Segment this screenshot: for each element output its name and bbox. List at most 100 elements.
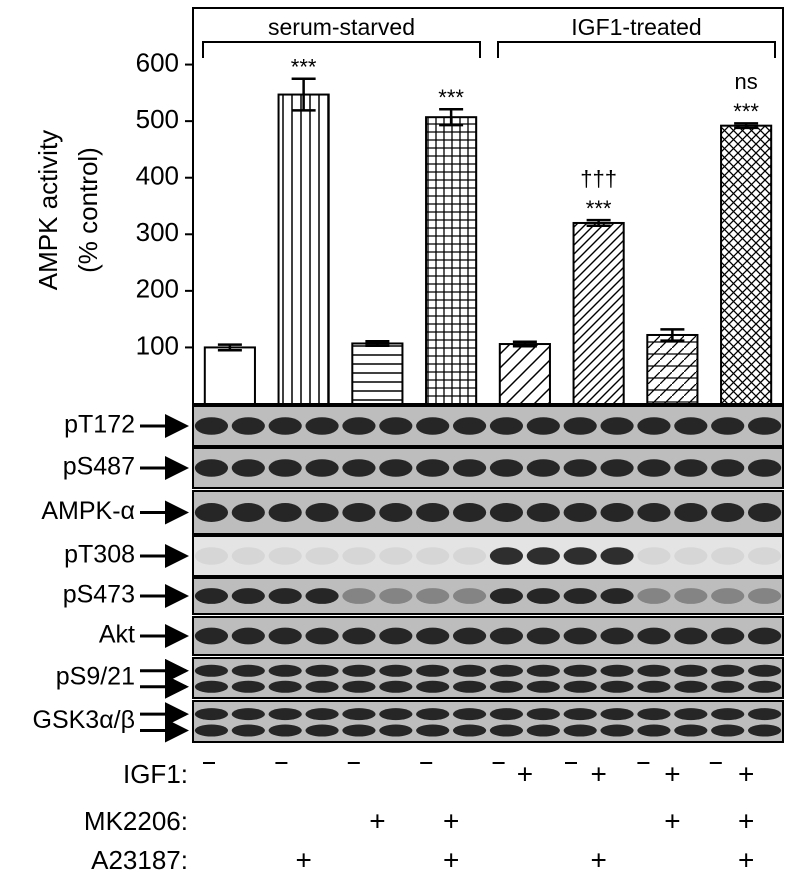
y-axis-label: AMPK activity [33, 130, 63, 290]
blot-band [637, 708, 671, 721]
blot-band [674, 724, 708, 737]
blot-band [231, 417, 265, 435]
blot-band [489, 680, 524, 693]
blot-band [526, 708, 560, 721]
blot-band [416, 588, 450, 604]
blot-band [637, 503, 671, 522]
blot-band [637, 588, 671, 604]
bar [572, 221, 625, 405]
treatment-mark: + [590, 758, 606, 789]
treatment-label: MK2206: [84, 806, 188, 836]
blot-band [674, 627, 708, 645]
blot-band [489, 627, 524, 645]
ns-label: ns [735, 69, 758, 94]
blot-label: pS487 [63, 453, 135, 481]
blot-band [563, 417, 597, 435]
blot-band [674, 664, 708, 677]
blot-band [379, 459, 413, 477]
blot-band [600, 547, 634, 565]
blot-band [711, 503, 745, 522]
blot-band [452, 503, 487, 522]
blot-band [747, 664, 782, 677]
blot-band [452, 724, 487, 737]
blot-band [416, 664, 450, 677]
significance-label: *** [586, 196, 612, 221]
blot-band [563, 680, 597, 693]
blot-band [747, 680, 782, 693]
blot-band [489, 724, 524, 737]
blot-band [600, 588, 634, 604]
blot-band [563, 459, 597, 477]
blot-band [194, 627, 229, 645]
y-tick-label: 200 [136, 274, 179, 304]
error-bar [734, 122, 759, 130]
blot-band [194, 708, 229, 721]
blot-band [600, 680, 634, 693]
blot-band [489, 664, 524, 677]
treatment-mark: + [443, 805, 459, 836]
blot-band [194, 724, 229, 737]
blot-band [342, 547, 376, 565]
group-bracket [497, 41, 776, 58]
blot-band [526, 680, 560, 693]
blot-band [452, 459, 487, 477]
blot-band [526, 547, 560, 565]
blot-band [563, 588, 597, 604]
blot-band [674, 503, 708, 522]
blot-band [711, 627, 745, 645]
blot-band [526, 417, 560, 435]
blot-band [416, 459, 450, 477]
blot-band [194, 588, 229, 604]
treatment-mark: + [443, 844, 459, 875]
bar [425, 116, 478, 405]
blot-band [711, 459, 745, 477]
error-bar [439, 108, 464, 127]
blot-band [342, 459, 376, 477]
blot-band [674, 547, 708, 565]
blot-band [563, 547, 597, 565]
blot-band [379, 724, 413, 737]
blot-band [416, 417, 450, 435]
blot-band [747, 503, 782, 522]
blot-band [379, 680, 413, 693]
blot-band [305, 680, 339, 693]
blot-band [747, 459, 782, 477]
bar [720, 124, 773, 405]
group-bracket [202, 41, 481, 58]
dagger-label: ††† [580, 166, 617, 191]
blot-band [194, 417, 229, 435]
blot-band [452, 627, 487, 645]
blot-band [379, 547, 413, 565]
blot-band [637, 417, 671, 435]
blot-band [268, 627, 302, 645]
blot-band [379, 588, 413, 604]
y-tick-label: 600 [136, 47, 179, 77]
blot-label: Akt [99, 621, 135, 649]
blot-band [379, 417, 413, 435]
blot-band [526, 627, 560, 645]
bar [277, 93, 330, 405]
blot-label: pT308 [64, 541, 135, 569]
blot-band [711, 664, 745, 677]
y-tick-label: 400 [136, 161, 179, 191]
blot-band [231, 627, 265, 645]
blot-band [600, 627, 634, 645]
error-bar [217, 343, 242, 352]
blot-band [268, 708, 302, 721]
blot-band [416, 547, 450, 565]
blot-band [416, 503, 450, 522]
blot-band [305, 708, 339, 721]
blot-band [268, 588, 302, 604]
blot-band [452, 547, 487, 565]
significance-label: *** [438, 85, 464, 110]
blot-band [563, 708, 597, 721]
blot-band [747, 627, 782, 645]
blot-band [452, 680, 487, 693]
treatment-mark: + [738, 844, 754, 875]
blot-band [637, 459, 671, 477]
blot-band [268, 680, 302, 693]
treatment-mark: + [295, 844, 311, 875]
blot-band [416, 708, 450, 721]
blot-band [342, 417, 376, 435]
blot-band [452, 417, 487, 435]
